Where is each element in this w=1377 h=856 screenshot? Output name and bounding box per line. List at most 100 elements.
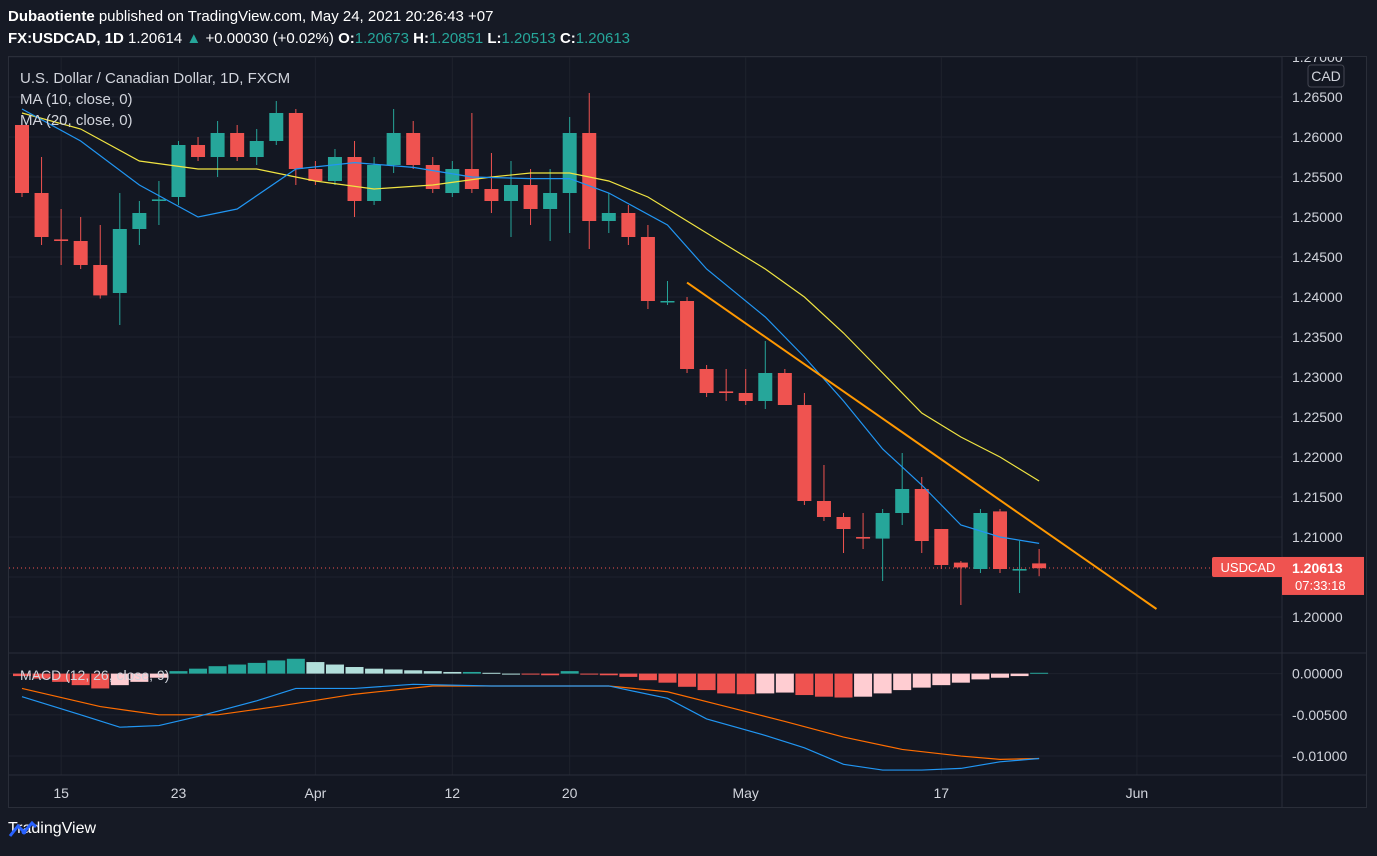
candle-body-up — [269, 113, 284, 141]
candle-body-down — [914, 489, 929, 541]
macd-histogram-bar — [189, 668, 208, 674]
tradingview-footer[interactable]: TradingView — [8, 820, 96, 838]
candle-body-down — [719, 391, 734, 393]
macd-histogram-bar — [991, 673, 1009, 678]
ohlc-line: FX:USDCAD, 1D 1.20614 ▲ +0.00030 (+0.02%… — [8, 30, 630, 47]
price-tick-label: 1.21500 — [1292, 489, 1343, 505]
candle-body-up — [367, 165, 382, 201]
macd-histogram-bar — [13, 673, 31, 677]
macd-histogram-bar — [443, 671, 462, 674]
author-name[interactable]: Dubaotiente — [8, 8, 95, 25]
macd-histogram-bar — [404, 670, 423, 674]
time-tick-label: 17 — [934, 785, 950, 801]
published-text: published on TradingView.com, May 24, 20… — [98, 8, 494, 25]
candle-body-down — [640, 237, 655, 301]
macd-histogram-bar — [365, 668, 384, 674]
candle-body-down — [308, 169, 323, 181]
chart-svg[interactable]: 1.200001.205001.210001.215001.220001.225… — [9, 57, 1366, 807]
price-tick-label: 1.26000 — [1292, 129, 1343, 145]
candle-body-down — [816, 501, 831, 517]
symbol-label: FX:USDCAD, 1D — [8, 30, 124, 47]
candle-body-up — [445, 169, 460, 193]
candle-body-down — [699, 369, 714, 393]
macd-histogram-bar — [678, 673, 697, 687]
macd-histogram-bar — [873, 673, 892, 694]
candle-body-up — [895, 489, 910, 513]
candle-body-down — [347, 157, 362, 201]
price-tick-label: 1.21000 — [1292, 529, 1343, 545]
price-tick-label: 1.22000 — [1292, 449, 1343, 465]
candle-body-down — [934, 529, 949, 565]
candle-body-up — [132, 213, 147, 229]
macd-histogram-bar — [306, 662, 325, 674]
candle-body-down — [680, 301, 695, 369]
time-tick-label: Jun — [1126, 785, 1149, 801]
price-tick-label: 1.23000 — [1292, 369, 1343, 385]
candle-body-down — [73, 241, 88, 265]
time-tick-label: Apr — [305, 785, 327, 801]
macd-histogram-bar — [599, 673, 618, 676]
candle-body-up — [660, 301, 675, 303]
time-tick-label: 23 — [171, 785, 187, 801]
price-tag-countdown: 07:33:18 — [1295, 578, 1346, 593]
macd-histogram-bar — [795, 673, 814, 696]
trendline — [686, 281, 1158, 610]
candle-body-up — [210, 133, 225, 157]
macd-histogram-bar — [1010, 673, 1029, 677]
chart-container[interactable]: 1.200001.205001.210001.215001.220001.225… — [8, 56, 1367, 808]
price-tick-label: 1.25500 — [1292, 169, 1343, 185]
currency-label: CAD — [1311, 68, 1341, 84]
legend-ma10: MA (10, close, 0) — [20, 91, 133, 108]
candle-body-up — [151, 199, 166, 201]
time-tick-label: 12 — [445, 785, 461, 801]
candle-body-up — [543, 193, 558, 209]
publish-line: Dubaotiente published on TradingView.com… — [8, 8, 493, 25]
price-tick-label: 1.20000 — [1292, 609, 1343, 625]
macd-histogram-bar — [834, 673, 853, 698]
candle-body-down — [464, 169, 479, 189]
legend-ma20: MA (20, close, 0) — [20, 112, 133, 129]
macd-histogram-bar — [71, 673, 90, 686]
candle-body-down — [191, 145, 206, 157]
macd-histogram-bar — [462, 671, 481, 674]
symbol-tag-bg — [1212, 556, 1284, 577]
ma10-line — [21, 108, 1040, 544]
candle-body-down — [54, 239, 69, 241]
macd-histogram-bar — [247, 662, 266, 674]
currency-box — [1307, 64, 1345, 88]
low-label: L: — [487, 30, 502, 47]
macd-histogram-bar — [169, 671, 188, 674]
open-value: 1.20673 — [354, 30, 409, 47]
price-tick-label: 1.22500 — [1292, 409, 1343, 425]
low-value: 1.20513 — [501, 30, 556, 47]
close-value: 1.20613 — [575, 30, 631, 47]
macd-histogram-bar — [110, 673, 129, 686]
price-tick-label: 1.24000 — [1292, 289, 1343, 305]
symbol-tag-label: USDCAD — [1221, 560, 1276, 575]
candle-body-down — [93, 265, 108, 296]
macd-histogram-bar — [756, 673, 775, 694]
macd-histogram-bar — [149, 673, 168, 678]
candle-body-up — [112, 229, 127, 293]
macd-tick-label: -0.01000 — [1292, 748, 1347, 764]
macd-line — [21, 683, 1040, 771]
candle-body-down — [230, 133, 245, 157]
candle-body-up — [973, 513, 988, 569]
candle-body-down — [1032, 563, 1047, 569]
macd-histogram-bar — [325, 664, 344, 674]
macd-histogram-bar — [32, 673, 51, 679]
macd-histogram-bar — [971, 673, 990, 680]
candle-body-up — [386, 133, 401, 165]
candle-body-down — [15, 125, 29, 193]
time-tick-label: May — [732, 785, 758, 801]
candle-body-up — [1012, 569, 1027, 571]
macd-histogram-bar — [541, 673, 560, 676]
price-tick-label: 1.26500 — [1292, 89, 1343, 105]
macd-histogram-bar — [658, 673, 677, 683]
candle-body-up — [562, 133, 577, 193]
candle-body-down — [484, 189, 499, 201]
price-tag-value: 1.20613 — [1292, 560, 1343, 576]
macd-histogram-bar — [854, 673, 873, 697]
candle-body-down — [738, 393, 753, 401]
macd-histogram-bar — [717, 673, 736, 694]
